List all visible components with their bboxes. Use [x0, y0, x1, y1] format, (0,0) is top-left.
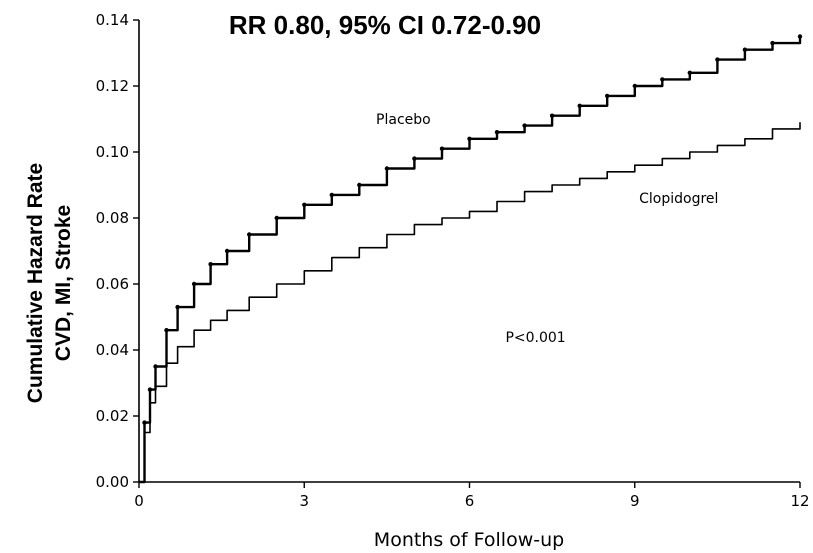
y-axis-label: Cumulative Hazard Rate CVD, MI, Stroke: [24, 163, 75, 403]
chart-title: RR 0.80, 95% CI 0.72-0.90: [229, 10, 541, 40]
data-point-placebo: [549, 113, 555, 118]
data-point-placebo: [142, 420, 147, 425]
y-tick-label: 0.12: [96, 77, 129, 95]
y-tick-label: 0.02: [96, 407, 129, 425]
y-tick-label: 0.00: [96, 473, 129, 491]
y-axis-label-line-1: Cumulative Hazard Rate: [24, 163, 47, 403]
data-point-placebo: [247, 232, 252, 237]
data-point-placebo: [687, 70, 692, 76]
y-tick-label: 0.08: [96, 209, 129, 227]
data-point-placebo: [632, 83, 637, 89]
data-point-placebo: [605, 93, 610, 99]
x-tick-label: 0: [134, 492, 144, 510]
series-line-placebo: [139, 36, 802, 484]
data-point-placebo: [329, 192, 334, 198]
x-axis-label: Months of Follow-up: [374, 529, 564, 551]
x-tick-label: 3: [299, 492, 309, 510]
data-point-placebo: [224, 248, 230, 254]
x-tick-label: 12: [790, 492, 809, 510]
y-axis-label-line-2: CVD, MI, Stroke: [52, 205, 75, 361]
data-point-placebo: [208, 262, 213, 267]
data-point-placebo: [191, 281, 197, 287]
data-point-placebo: [439, 146, 445, 151]
data-point-placebo: [147, 387, 153, 392]
y-tick-label: 0.10: [96, 143, 129, 161]
data-point-placebo: [357, 182, 362, 188]
data-point-placebo: [175, 304, 180, 310]
data-point-placebo: [797, 34, 803, 39]
series-group: [139, 34, 803, 484]
data-point-placebo: [742, 47, 748, 52]
y-tick-label: 0.14: [96, 11, 129, 29]
y-tick-label: 0.04: [96, 341, 129, 359]
data-point-placebo: [494, 130, 500, 135]
x-tick-label: 9: [630, 492, 640, 510]
data-point-placebo: [577, 103, 582, 109]
data-point-placebo: [302, 202, 307, 207]
y-tick-label: 0.06: [96, 275, 129, 293]
data-point-placebo: [164, 328, 169, 333]
data-point-placebo: [153, 364, 158, 369]
data-point-placebo: [274, 215, 279, 221]
data-point-placebo: [412, 156, 417, 161]
data-point-placebo: [522, 123, 527, 128]
data-point-placebo: [467, 136, 472, 141]
series-line-clopidogrel: [139, 122, 801, 483]
data-point-placebo: [384, 166, 390, 171]
data-point-placebo: [770, 40, 775, 46]
axis-ticks: 0 3 6 9 12 0.00 0.02 0.04 0.06 0.08 0.10 0.12 0.14: [96, 11, 810, 510]
x-tick-label: 6: [465, 492, 475, 510]
data-point-placebo: [715, 57, 720, 62]
annotation-group: Placebo Clopidogrel P<0.001: [376, 112, 718, 346]
annotation-label: Clopidogrel: [639, 191, 718, 207]
annotation-label: P<0.001: [505, 330, 565, 346]
data-point-placebo: [660, 77, 665, 82]
annotation-label: Placebo: [376, 112, 431, 128]
